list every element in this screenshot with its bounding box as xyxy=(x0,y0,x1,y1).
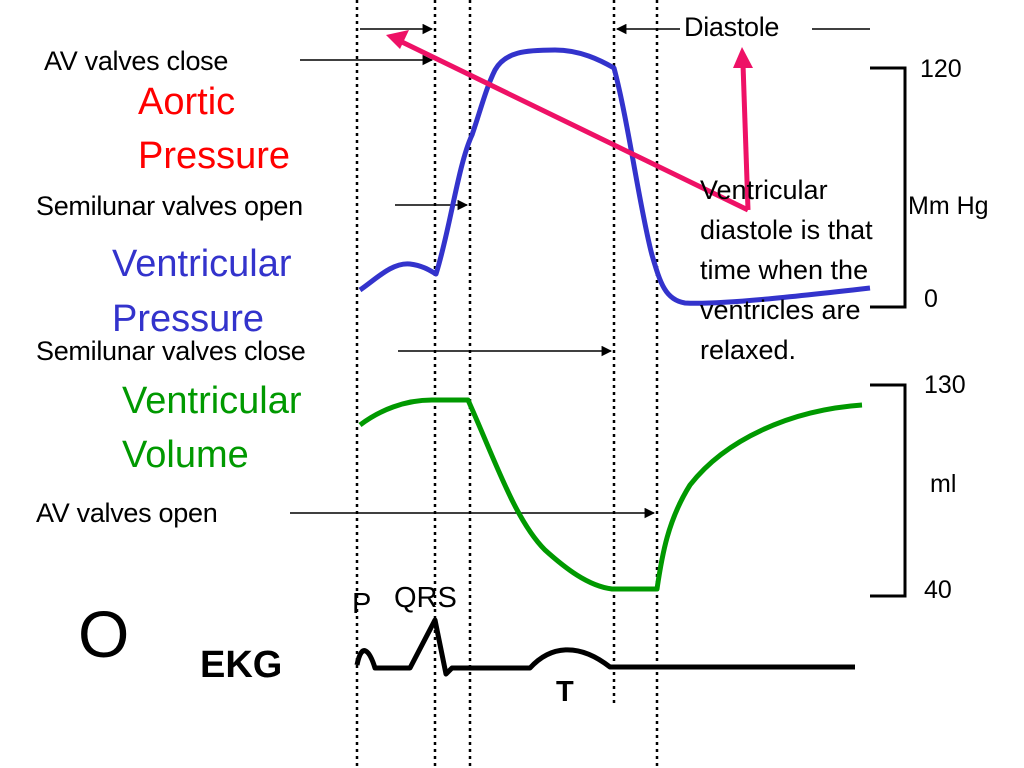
aortic-pressure-label-line1: Aortic xyxy=(138,81,236,123)
pressure-scale-unit: Mm Hg xyxy=(908,192,989,220)
pressure-scale-min: 0 xyxy=(924,285,938,313)
ventricular-volume-label-line1: Ventricular xyxy=(122,380,302,422)
ventricular-pressure-label-line2: Pressure xyxy=(112,298,265,340)
volume-scale-max: 130 xyxy=(924,371,966,399)
p-wave-label: P xyxy=(352,588,372,620)
highlight-arrow-vertical-head xyxy=(733,47,753,68)
big-o-label: O xyxy=(78,597,130,671)
ventricular-pressure-label-line1: Ventricular xyxy=(112,243,292,285)
ekg-trace xyxy=(354,617,855,677)
t-wave-label: T xyxy=(556,676,574,708)
diastole-highlight-arrows xyxy=(386,30,753,213)
highlight-arrow-vertical xyxy=(740,63,751,211)
ekg-label: EKG xyxy=(200,644,283,686)
pressure-scale-bracket xyxy=(870,66,907,309)
ventricular-diastole-note: Ventricular diastole is that time when t… xyxy=(700,175,873,365)
highlight-arrow-diagonal-head xyxy=(386,30,409,49)
av-valves-close-label: AV valves close xyxy=(44,46,229,76)
diastole-label: Diastole xyxy=(684,12,780,42)
semilunar-valves-close-label: Semilunar valves close xyxy=(36,336,306,366)
phase-divider-lines xyxy=(355,0,659,768)
qrs-label: QRS xyxy=(394,582,457,614)
volume-scale-unit: ml xyxy=(930,470,957,498)
pressure-scale-max: 120 xyxy=(920,55,962,83)
volume-scale-bracket xyxy=(870,383,907,598)
volume-scale-min: 40 xyxy=(924,576,952,604)
ventricular-volume-curve xyxy=(358,397,863,592)
av-valves-open-label: AV valves open xyxy=(36,498,218,528)
aortic-pressure-label-line2: Pressure xyxy=(138,135,291,177)
ventricular-volume-label-line2: Volume xyxy=(122,434,249,476)
semilunar-valves-open-label: Semilunar valves open xyxy=(36,191,303,221)
ventricular-pressure-curve xyxy=(358,47,871,306)
highlight-arrow-diagonal xyxy=(400,39,750,213)
